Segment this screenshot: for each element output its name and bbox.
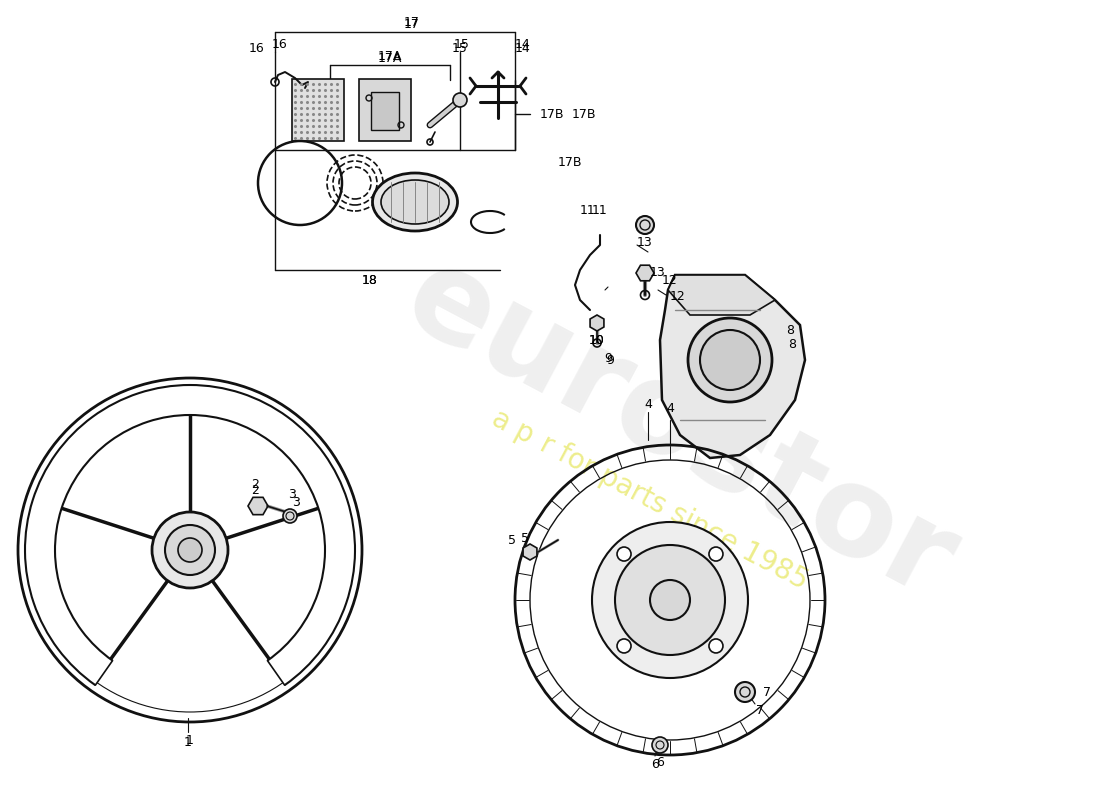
Text: 2: 2 xyxy=(251,483,258,497)
Text: 14: 14 xyxy=(515,42,531,54)
Text: 17A: 17A xyxy=(377,50,403,62)
Text: 6: 6 xyxy=(651,758,659,771)
Text: 4: 4 xyxy=(645,398,652,411)
Circle shape xyxy=(617,547,631,561)
Text: 17B: 17B xyxy=(558,157,582,170)
Text: 5: 5 xyxy=(521,531,529,545)
Circle shape xyxy=(152,512,228,588)
Polygon shape xyxy=(668,275,775,315)
Circle shape xyxy=(165,525,214,575)
FancyBboxPatch shape xyxy=(371,92,399,130)
Text: a p  r for parts since 1985: a p r for parts since 1985 xyxy=(487,405,813,595)
Circle shape xyxy=(617,639,631,653)
Text: 15: 15 xyxy=(452,42,468,54)
Text: 18: 18 xyxy=(362,274,378,286)
Wedge shape xyxy=(25,385,355,685)
Circle shape xyxy=(710,639,723,653)
Text: eurostor: eurostor xyxy=(385,235,975,625)
Circle shape xyxy=(592,522,748,678)
Text: 17: 17 xyxy=(404,17,420,30)
Circle shape xyxy=(636,216,654,234)
Circle shape xyxy=(453,93,468,107)
Text: 14: 14 xyxy=(515,38,531,50)
Circle shape xyxy=(652,737,668,753)
Text: 16: 16 xyxy=(272,38,288,50)
Text: 1: 1 xyxy=(184,735,191,749)
Text: 12: 12 xyxy=(670,290,685,303)
Circle shape xyxy=(735,682,755,702)
Circle shape xyxy=(615,545,725,655)
Circle shape xyxy=(178,538,202,562)
Text: 4: 4 xyxy=(667,402,674,414)
Text: 8: 8 xyxy=(786,323,794,337)
Text: 18: 18 xyxy=(362,274,378,286)
Text: 10: 10 xyxy=(590,334,605,346)
Circle shape xyxy=(688,318,772,402)
Text: 6: 6 xyxy=(656,757,664,770)
Text: 12: 12 xyxy=(662,274,678,286)
Circle shape xyxy=(700,330,760,390)
Text: 3: 3 xyxy=(293,495,300,509)
FancyBboxPatch shape xyxy=(292,79,344,141)
Text: 7: 7 xyxy=(756,703,764,717)
Text: 7: 7 xyxy=(763,686,771,698)
Text: 9: 9 xyxy=(604,351,612,365)
Ellipse shape xyxy=(373,173,458,231)
Text: 3: 3 xyxy=(288,489,296,502)
Text: 17B: 17B xyxy=(540,107,564,121)
Text: 11: 11 xyxy=(580,203,596,217)
Text: 11: 11 xyxy=(592,203,608,217)
Text: 2: 2 xyxy=(251,478,258,490)
Circle shape xyxy=(710,547,723,561)
Text: 9: 9 xyxy=(606,354,614,366)
Text: 1: 1 xyxy=(186,734,194,746)
Text: 13: 13 xyxy=(650,266,666,278)
Circle shape xyxy=(650,580,690,620)
Text: 8: 8 xyxy=(788,338,796,351)
Text: 15: 15 xyxy=(454,38,470,50)
Text: 13: 13 xyxy=(637,235,653,249)
Ellipse shape xyxy=(381,180,449,224)
Text: 17: 17 xyxy=(404,18,420,30)
Polygon shape xyxy=(660,275,805,458)
Circle shape xyxy=(283,509,297,523)
Text: 17A: 17A xyxy=(377,51,403,65)
Text: 17B: 17B xyxy=(572,107,596,121)
Text: 10: 10 xyxy=(590,334,605,346)
Text: 5: 5 xyxy=(508,534,516,546)
FancyBboxPatch shape xyxy=(359,79,411,141)
Text: 16: 16 xyxy=(249,42,265,54)
